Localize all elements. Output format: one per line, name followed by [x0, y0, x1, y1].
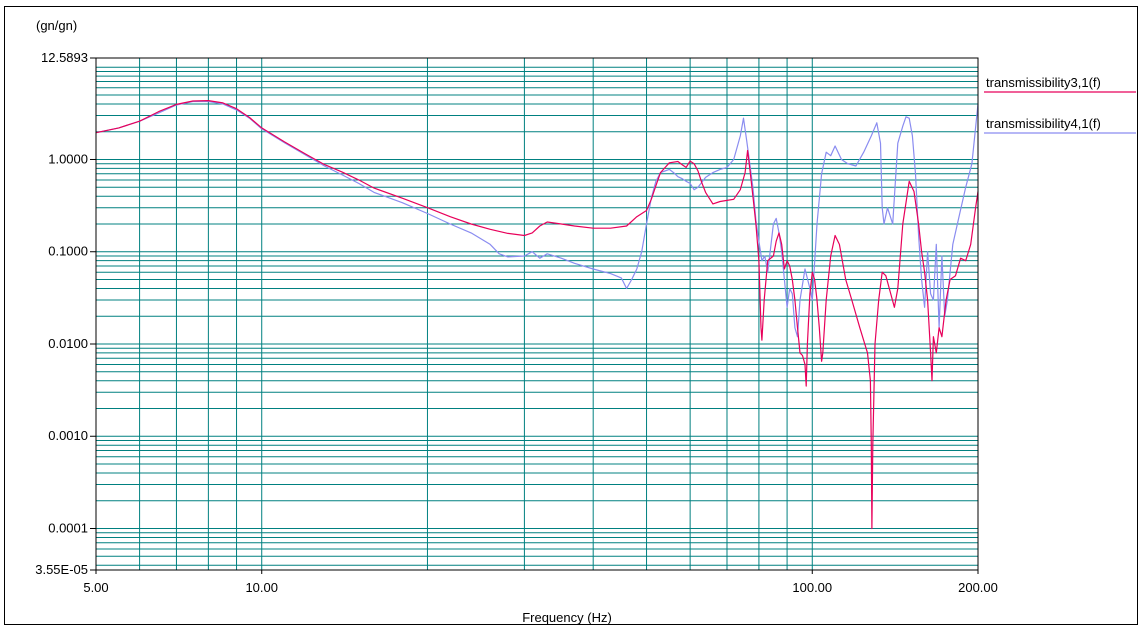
y-tick-label: 0.0010 — [48, 428, 88, 443]
legend-label: transmissibility3,1(f) — [986, 75, 1101, 90]
plot-border — [95, 57, 979, 571]
legend[interactable]: transmissibility3,1(f) transmissibility4,… — [984, 75, 1136, 134]
y-tick-label: 0.1000 — [48, 244, 88, 259]
x-tick-label: 10.00 — [245, 580, 278, 595]
series-lines — [95, 99, 979, 530]
y-axis-label: (gn/gn) — [36, 18, 77, 33]
x-axis-label: Frequency (Hz) — [522, 610, 612, 625]
plot-area — [96, 58, 978, 570]
y-tick-label: 0.0001 — [48, 521, 88, 536]
x-axis-ticks: 5.00 10.00 100.00 200.00 — [83, 570, 998, 595]
y-tick-label: 3.55E-05 — [35, 562, 88, 577]
y-tick-label: 0.0100 — [48, 336, 88, 351]
x-tick-label: 100.00 — [792, 580, 832, 595]
y-tick-label: 12.5893 — [41, 50, 88, 65]
legend-item[interactable]: transmissibility3,1(f) — [984, 75, 1136, 93]
x-tick-label: 200.00 — [958, 580, 998, 595]
y-tick-label: 1.0000 — [48, 151, 88, 166]
y-axis-ticks: 12.5893 1.0000 0.1000 0.0100 0.0010 0.0001 3.5… — [35, 50, 96, 577]
series-line-transmissibility3-1-f- — [95, 99, 979, 530]
series-line-transmissibility4-1-f- — [95, 100, 979, 338]
x-tick-label: 5.00 — [83, 580, 108, 595]
grid-lines — [96, 58, 978, 570]
legend-item[interactable]: transmissibility4,1(f) — [984, 116, 1136, 134]
legend-label: transmissibility4,1(f) — [986, 116, 1101, 131]
